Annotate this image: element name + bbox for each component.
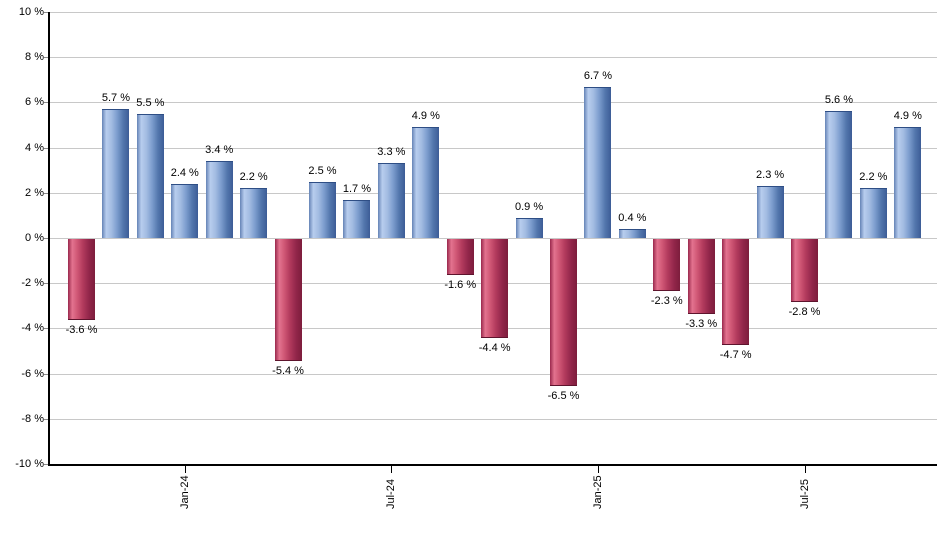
y-axis-label: 0 % [25,232,44,244]
bar [171,183,199,238]
y-axis-label: 10 % [18,6,44,18]
y-axis-label: -6 % [21,367,44,380]
gridline [50,102,937,104]
y-axis-tick [44,192,48,194]
gridline [50,373,937,375]
bar [791,239,819,303]
bar [205,161,233,238]
y-axis-label: -10 % [15,458,44,470]
bar-value-label: 0.9 % [515,200,544,213]
bar-value-label: -1.6 % [444,279,477,292]
y-axis-tick [44,147,48,149]
y-axis-tick [44,328,48,330]
bar-value-label: -6.5 % [547,389,580,402]
y-axis-tick [44,464,48,465]
bar [412,127,440,238]
bar-value-label: 3.4 % [205,144,234,157]
gridline [50,57,937,59]
bar [515,217,543,238]
bar-value-label: 0.4 % [618,211,647,224]
bar [550,239,578,386]
bar-value-label: -2.8 % [788,306,821,319]
y-axis-label: -4 % [21,322,44,335]
bar [343,199,371,238]
x-axis-tick [391,466,392,473]
y-axis-label: 2 % [25,186,44,199]
x-axis-tick [598,466,599,473]
bar-value-label: 4.9 % [411,110,440,123]
y-axis-tick [44,283,48,285]
gridline [50,12,937,13]
bar [68,239,95,321]
bar-value-label: 2.2 % [859,171,888,184]
bar-value-label: 6.7 % [583,69,612,82]
bar [756,186,784,238]
bar-value-label: -4.7 % [719,349,752,362]
bar-value-label: 1.7 % [342,182,371,195]
bar [825,111,853,238]
y-axis-tick [44,102,48,104]
bar [653,239,681,291]
y-axis-tick [44,57,48,59]
bar [859,188,887,238]
bar [584,86,612,238]
y-axis-label: -2 % [21,277,44,290]
bar-value-label: 5.7 % [101,92,130,105]
bar [240,188,268,238]
y-axis-label: 4 % [25,141,44,154]
x-axis-label: Jul-25 [798,479,811,509]
bar [446,239,474,276]
bar [377,163,405,238]
x-axis-label: Jul-24 [385,479,398,509]
bar [481,239,509,339]
gridline [50,147,937,149]
bar-value-label: 5.6 % [824,94,854,107]
bar [687,239,715,314]
bar [309,181,336,238]
x-axis-label: Jan-24 [178,475,191,509]
bar-value-label: -4.4 % [478,342,511,355]
bar-value-label: 2.3 % [756,169,785,182]
bar [274,239,302,362]
bar-value-label: -5.4 % [272,365,304,378]
bar-value-label: -3.3 % [685,317,718,330]
bar-value-label: 2.4 % [170,166,199,179]
bar [894,127,922,238]
bar-value-label: 5.5 % [136,96,165,109]
bar-value-label: 3.3 % [377,146,406,159]
bar-value-label: 4.9 % [893,110,922,123]
y-axis-tick [44,238,48,239]
x-axis-tick [185,466,186,473]
bar-value-label: -2.3 % [650,294,683,307]
bar [722,239,750,346]
bar-value-label: 2.2 % [239,171,268,184]
plot-area: -3.6 % 5.7 % 5.5 % 2.4 % 3.4 % 2.2 % -5.4 % 2.5… [48,12,937,466]
y-axis-tick [44,418,48,420]
bar-value-label: -3.6 % [65,324,98,337]
bar [102,109,130,238]
y-axis-tick [44,12,48,13]
bar-value-label: 2.5 % [308,164,337,177]
y-axis-tick [44,373,48,375]
y-axis-label: 8 % [25,51,44,64]
bar [618,228,646,238]
gridline [50,238,937,239]
y-axis-label: 6 % [25,96,44,109]
bar [136,113,164,238]
x-axis-label: Jan-25 [591,475,604,509]
y-axis-label: -8 % [21,412,44,425]
gridline [50,192,937,194]
gridline [50,418,937,420]
x-axis-tick [805,466,806,473]
